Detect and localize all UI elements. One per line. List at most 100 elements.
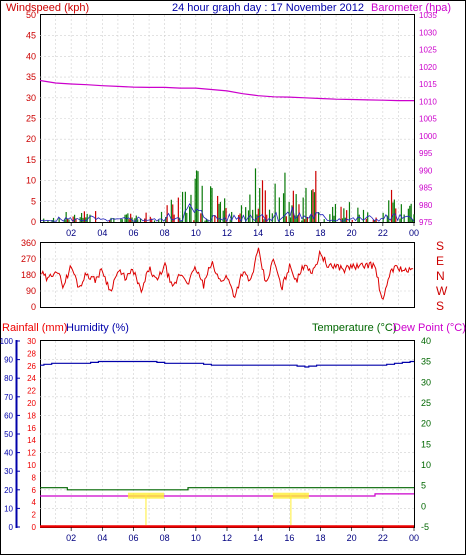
barometer-tick-label: 995 <box>419 149 433 158</box>
wind-gust-bar <box>160 211 163 222</box>
wind-gust-bar <box>73 214 76 222</box>
barometer-tick-label: 1030 <box>419 28 437 37</box>
wind-gust-bar <box>180 220 182 222</box>
wind-gust-bar <box>367 212 369 222</box>
wind-gust-bar <box>296 215 299 222</box>
humidity-tick-label: 70 <box>4 393 13 402</box>
wind-gust-bar <box>184 191 186 222</box>
wind-gust-bar <box>382 212 384 222</box>
temperature-tick-label: 5 <box>421 481 426 491</box>
humidity-tick-label: 80 <box>4 374 13 383</box>
windspeed-tick-label: 10 <box>26 176 36 186</box>
wind-gust-bar <box>372 219 374 222</box>
wind-gust-bar <box>149 216 151 222</box>
x-tick-label: 12 <box>222 228 232 238</box>
windspeed-tick-label: 35 <box>26 72 36 82</box>
x-tick-label: 14 <box>253 228 263 238</box>
wind-gust-bar <box>263 219 265 222</box>
humidity-tick-label: 50 <box>4 430 13 439</box>
wind-gust-bar <box>86 213 88 222</box>
barometer-tick-label: 1000 <box>419 132 437 141</box>
rainfall-tick-label: 26 <box>27 362 36 371</box>
rain-humidity-temperature-lines <box>40 360 414 528</box>
wind-gust-bar <box>309 215 311 222</box>
wind-gust-bar <box>80 212 83 222</box>
wind-gust-bar <box>282 193 285 222</box>
wind-gust-bar <box>130 213 132 222</box>
wind-x-ticks: 02 04 06 08 10 12 14 16 18 20 22 00 <box>66 222 419 238</box>
barometer-ticks: 975 980 985 990 995 1000 1005 1010 1015 1020 1025 1… <box>419 11 437 227</box>
x-tick-label: 08 <box>160 533 170 543</box>
direction-degree-ticks: 0 90 180 270 360 <box>21 238 36 312</box>
wind-gust-bar <box>318 211 320 222</box>
wind-gust-bar <box>312 189 314 222</box>
x-tick-label: 18 <box>315 533 325 543</box>
rainfall-tick-label: 4 <box>32 498 37 507</box>
rainfall-tick-label: 14 <box>27 436 36 445</box>
wind-gust-bar <box>197 171 199 222</box>
wind-gust-bar <box>351 219 353 222</box>
temperature-tick-label: 25 <box>421 398 431 408</box>
x-tick-label: 12 <box>222 533 232 543</box>
wind-gust-bar <box>254 168 257 222</box>
temperature-tick-label: 10 <box>421 460 431 470</box>
x-tick-label: 00 <box>409 228 419 238</box>
rainfall-tick-label: 16 <box>27 424 36 433</box>
wind-gust-bar <box>386 215 388 222</box>
barometer-tick-label: 975 <box>419 218 433 227</box>
wind-gust-bar <box>252 209 254 222</box>
windspeed-tick-label: 15 <box>26 155 36 165</box>
windspeed-tick-label: 5 <box>31 196 36 206</box>
rainfall-tick-label: 6 <box>32 486 37 495</box>
wind-gust-bar <box>173 214 175 222</box>
wind-gust-bar <box>306 216 308 222</box>
rain-x-ticks: 02 04 06 08 10 12 14 16 18 20 22 00 <box>66 527 419 543</box>
wind-gust-bar <box>145 212 147 222</box>
wind-gust-bar <box>365 218 367 222</box>
temperature-tick-label: 40 <box>421 336 431 346</box>
wind-gust-bar <box>58 218 60 222</box>
windspeed-tick-label: 50 <box>26 10 36 20</box>
wind-gust-bar <box>75 218 77 222</box>
humidity-tick-label: 60 <box>4 411 13 420</box>
direction-tick-label: 360 <box>21 238 36 248</box>
wind-gust-bar <box>278 197 280 222</box>
wind-direction-line <box>41 247 414 300</box>
barometer-tick-label: 985 <box>419 184 433 193</box>
annotation-label-box <box>127 492 164 499</box>
wind-gust-bar <box>348 202 351 222</box>
rainfall-tick-label: 8 <box>32 473 37 482</box>
wind-gust-bar <box>181 191 184 222</box>
barometer-tick-label: 1025 <box>419 46 437 55</box>
wind-gust-bar <box>153 220 156 222</box>
rainfall-tick-label: 0 <box>32 523 37 532</box>
wind-gust-bar <box>47 220 49 222</box>
barometer-tick-label: 990 <box>419 166 433 175</box>
wind-gust-bar <box>210 186 212 222</box>
temperature-tick-label: 30 <box>421 377 431 387</box>
wind-barometer-lines <box>39 79 415 223</box>
wind-gust-bar <box>229 219 231 222</box>
wind-gust-bar <box>409 205 411 222</box>
compass-label: N <box>436 269 445 283</box>
temperature-tick-label: 35 <box>421 357 431 367</box>
wind-gust-bar <box>245 207 247 222</box>
wind-gust-bar <box>188 206 191 222</box>
wind-gust-bar <box>323 219 325 222</box>
barometer-tick-label: 1010 <box>419 97 437 106</box>
wind-gust-bar <box>186 212 188 222</box>
x-tick-label: 20 <box>347 533 357 543</box>
wind-gust-bar <box>362 209 365 222</box>
wind-gust-bar <box>166 205 168 222</box>
wind-gust-bar <box>139 218 142 222</box>
barometer-tick-label: 980 <box>419 201 433 210</box>
wind-gust-bar <box>399 218 401 222</box>
wind-gust-bar <box>411 219 414 222</box>
temperature-axis-label: Temperature (°C) <box>312 322 396 334</box>
humidity-tick-label: 100 <box>0 337 14 346</box>
wind-gust-bar <box>217 195 219 222</box>
compass-label: S <box>436 299 444 313</box>
direction-tick-label: 90 <box>26 286 36 296</box>
